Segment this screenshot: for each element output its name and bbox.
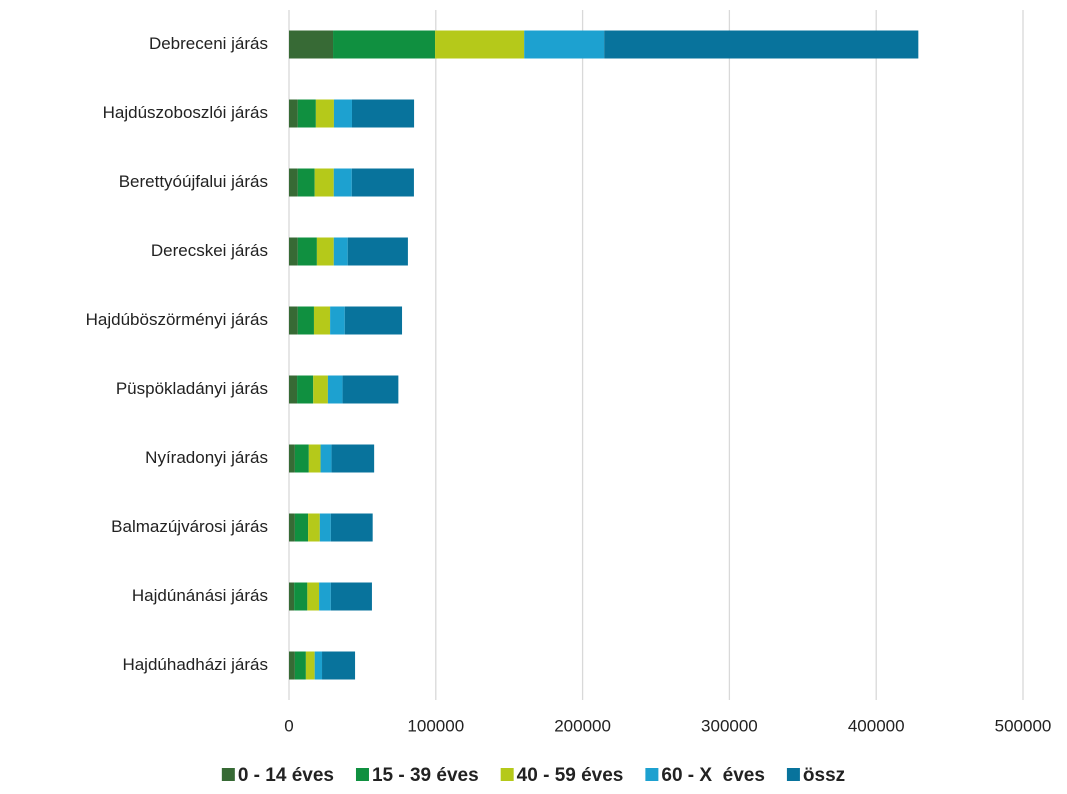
y-tick-label: Hajdúböszörményi járás bbox=[86, 310, 268, 329]
x-tick-label: 200000 bbox=[554, 716, 611, 735]
bar-segment bbox=[330, 513, 373, 542]
bar-segment bbox=[308, 513, 320, 542]
bar-segment bbox=[604, 30, 919, 59]
y-tick-label: Hajdúszoboszlói járás bbox=[103, 103, 268, 122]
legend-label: 60 - X éves bbox=[661, 765, 765, 786]
bar-segment bbox=[289, 651, 295, 680]
bar-segment bbox=[319, 582, 331, 611]
bar-segment bbox=[289, 444, 295, 473]
bar-segment bbox=[308, 444, 321, 473]
y-tick-label: Püspökladányi járás bbox=[116, 379, 268, 398]
x-tick-label: 100000 bbox=[407, 716, 464, 735]
bar-segment bbox=[331, 444, 375, 473]
legend-swatch bbox=[786, 768, 800, 781]
bar-segment bbox=[320, 444, 332, 473]
bar-segment bbox=[342, 375, 399, 404]
bar-segment bbox=[327, 375, 343, 404]
y-tick-label: Derecskei járás bbox=[151, 241, 268, 260]
bar-segment bbox=[333, 99, 352, 128]
bar-segment bbox=[347, 237, 408, 266]
legend-label: 40 - 59 éves bbox=[517, 765, 624, 786]
bar-segment bbox=[289, 582, 295, 611]
bar-segment bbox=[330, 306, 345, 335]
x-tick-label: 400000 bbox=[848, 716, 905, 735]
bar-segment bbox=[316, 237, 334, 266]
bar-segment bbox=[307, 582, 320, 611]
y-tick-label: Balmazújvárosi járás bbox=[111, 517, 268, 536]
bar-segment bbox=[330, 582, 372, 611]
legend-swatch bbox=[645, 768, 659, 781]
bar-segment bbox=[313, 306, 331, 335]
bar-segment bbox=[297, 375, 314, 404]
bar-segment bbox=[344, 306, 403, 335]
bar-segment bbox=[313, 375, 328, 404]
bar-segment bbox=[289, 168, 298, 197]
bar-segment bbox=[333, 168, 352, 197]
bar-segment bbox=[289, 513, 295, 542]
bar-segment bbox=[435, 30, 525, 59]
bar-segment bbox=[294, 651, 306, 680]
bar-segment bbox=[289, 306, 298, 335]
bar-segment bbox=[294, 582, 308, 611]
bar-segment bbox=[305, 651, 315, 680]
bar-segment bbox=[315, 99, 334, 128]
bar-segment bbox=[289, 99, 298, 128]
bar-segment bbox=[319, 513, 331, 542]
bar-segment bbox=[314, 651, 323, 680]
legend-label: 0 - 14 éves bbox=[238, 765, 334, 786]
bar-segment bbox=[351, 99, 415, 128]
bar-segment bbox=[297, 99, 316, 128]
bar-segment bbox=[289, 30, 334, 59]
x-tick-label: 500000 bbox=[995, 716, 1052, 735]
bar-segment bbox=[289, 237, 298, 266]
bar-segment bbox=[333, 30, 436, 59]
legend-swatch bbox=[221, 768, 235, 781]
legend-swatch bbox=[355, 768, 369, 781]
bar-segment bbox=[333, 237, 348, 266]
bar-segment bbox=[314, 168, 334, 197]
y-tick-label: Hajdúhadházi járás bbox=[122, 655, 268, 674]
legend-label: össz bbox=[803, 765, 845, 786]
y-tick-label: Debreceni járás bbox=[149, 34, 268, 53]
bar-segment bbox=[294, 444, 309, 473]
bar-segment bbox=[351, 168, 414, 197]
bar-segment bbox=[297, 237, 317, 266]
y-tick-label: Nyíradonyi járás bbox=[145, 448, 268, 467]
bar-segment bbox=[297, 306, 314, 335]
y-tick-label: Hajdúnánási járás bbox=[132, 586, 268, 605]
bar-segment bbox=[294, 513, 309, 542]
x-tick-label: 300000 bbox=[701, 716, 758, 735]
bar-segment bbox=[524, 30, 605, 59]
bar-segment bbox=[297, 168, 315, 197]
y-tick-label: Berettyóújfalui járás bbox=[119, 172, 268, 191]
bar-segment bbox=[322, 651, 356, 680]
bar-segment bbox=[289, 375, 298, 404]
x-tick-label: 0 bbox=[284, 716, 293, 735]
legend-swatch bbox=[500, 768, 514, 781]
legend-label: 15 - 39 éves bbox=[372, 765, 479, 786]
